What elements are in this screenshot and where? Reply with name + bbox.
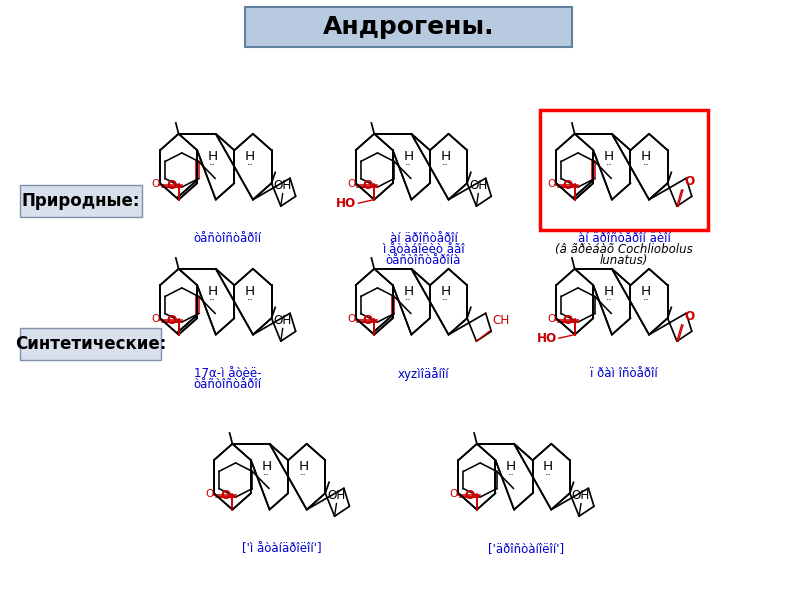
Text: O: O: [347, 179, 355, 189]
Text: ì åòàáîëèò åãî: ì åòàáîëèò åãî: [382, 243, 465, 256]
Text: lunatus): lunatus): [600, 254, 648, 267]
Text: OH: OH: [469, 179, 487, 191]
Text: HO: HO: [336, 197, 356, 210]
Text: O: O: [450, 489, 458, 499]
Text: ··: ··: [442, 295, 449, 305]
Text: O: O: [347, 314, 355, 324]
Text: O: O: [220, 488, 230, 502]
Text: ï ðàì îñòåðîí: ï ðàì îñòåðîí: [590, 367, 658, 380]
Text: O: O: [151, 314, 160, 324]
Text: H: H: [262, 460, 271, 473]
Text: O: O: [562, 314, 573, 326]
Text: O: O: [206, 489, 214, 499]
Text: Андрогены.: Андрогены.: [323, 15, 494, 39]
Text: ··: ··: [246, 160, 254, 170]
Text: ··: ··: [606, 295, 612, 305]
Text: (â ãðèáàõ Cochliobolus: (â ãðèáàõ Cochliobolus: [555, 243, 693, 256]
Text: H: H: [543, 460, 554, 473]
Text: O: O: [547, 314, 556, 324]
Text: H: H: [604, 285, 614, 298]
Text: H: H: [245, 150, 255, 163]
Text: H: H: [440, 285, 450, 298]
Text: àí äðîñòåðîí: àí äðîñòåðîí: [390, 232, 458, 245]
Text: ['ì åòàíäðîëîí']: ['ì åòàíäðîëîí']: [242, 542, 322, 555]
Text: O: O: [685, 310, 694, 323]
Text: H: H: [604, 150, 614, 163]
Text: O: O: [362, 314, 372, 326]
Text: ··: ··: [263, 470, 270, 480]
Text: ··: ··: [210, 160, 216, 170]
Text: HO: HO: [537, 332, 557, 345]
Text: ··: ··: [405, 295, 412, 305]
Text: O: O: [465, 488, 475, 502]
FancyBboxPatch shape: [21, 185, 142, 217]
Text: 17α-ì åòèë-: 17α-ì åòèë-: [194, 367, 262, 380]
Text: OH: OH: [274, 179, 292, 191]
Text: H: H: [440, 150, 450, 163]
Text: ··: ··: [642, 160, 650, 170]
Text: OH: OH: [327, 488, 346, 502]
Text: O: O: [166, 179, 177, 191]
Text: H: H: [641, 150, 651, 163]
Text: ··: ··: [442, 160, 449, 170]
Text: O: O: [562, 179, 573, 191]
Text: O: O: [547, 179, 556, 189]
Text: ··: ··: [210, 295, 216, 305]
Text: H: H: [506, 460, 516, 473]
Text: H: H: [207, 150, 218, 163]
Text: òåñòîñòåðîíà: òåñòîñòåðîíà: [386, 254, 461, 267]
Text: Природные:: Природные:: [22, 192, 140, 210]
Text: òåñòîñòåðîí: òåñòîñòåðîí: [194, 232, 262, 245]
Text: àí äðîñòåðîí äèîí: àí äðîñòåðîí äèîí: [578, 232, 670, 245]
Text: O: O: [685, 175, 694, 188]
Text: O: O: [362, 179, 372, 191]
Text: ··: ··: [246, 295, 254, 305]
Text: H: H: [245, 285, 255, 298]
Text: H: H: [641, 285, 651, 298]
Text: ··: ··: [405, 160, 412, 170]
Text: ··: ··: [642, 295, 650, 305]
Text: xyzìîäåíîí: xyzìîäåíîí: [398, 367, 450, 381]
Text: OH: OH: [572, 488, 590, 502]
FancyBboxPatch shape: [246, 7, 572, 47]
Text: H: H: [298, 460, 309, 473]
Text: òåñòîñòåðîí: òåñòîñòåðîí: [194, 378, 262, 391]
Text: O: O: [151, 179, 160, 189]
Text: O: O: [166, 314, 177, 326]
FancyBboxPatch shape: [21, 328, 162, 360]
Text: Синтетические:: Синтетические:: [15, 335, 166, 353]
Text: OH: OH: [274, 314, 292, 326]
Text: CH: CH: [493, 314, 510, 328]
Text: H: H: [403, 150, 414, 163]
Text: ··: ··: [545, 470, 551, 480]
Text: H: H: [207, 285, 218, 298]
Text: ['äðîñòàíîëîí']: ['äðîñòàíîëîí']: [488, 542, 564, 555]
Text: ··: ··: [300, 470, 307, 480]
Text: ··: ··: [507, 470, 514, 480]
Text: ··: ··: [606, 160, 612, 170]
Text: H: H: [403, 285, 414, 298]
